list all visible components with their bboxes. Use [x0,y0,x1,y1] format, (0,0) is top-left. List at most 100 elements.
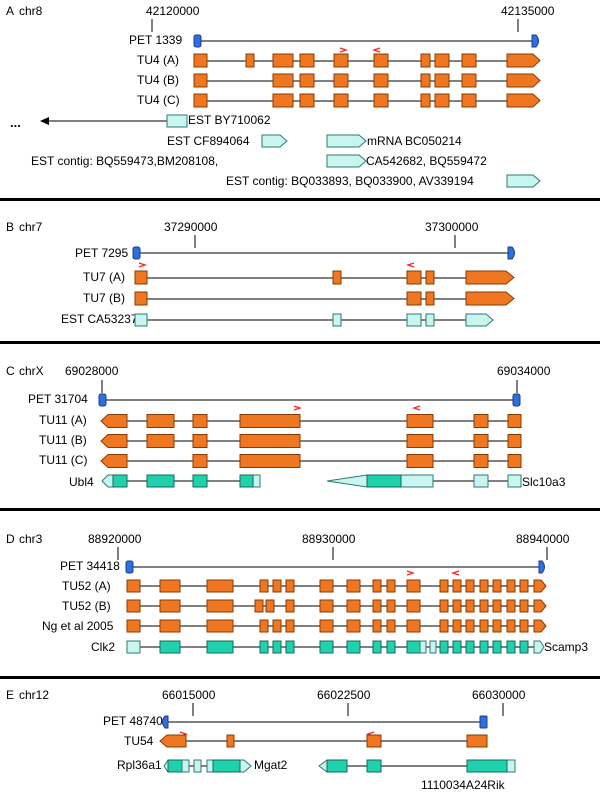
panel-letter: B [6,220,15,234]
track-label: TU11 (C) [39,453,88,467]
gene-track-1110034a24rik [318,759,516,773]
transcript-track [100,434,522,448]
panel-divider [0,508,600,511]
chromosome-label: chrX [19,364,44,378]
pet-track [125,560,545,574]
panel-e-tracks [159,703,516,773]
track-label: Ng et al 2005 [42,619,114,633]
est-track [134,313,494,327]
pet-track [98,393,521,407]
panel-d-tracks [117,547,548,654]
panel-c: C chrX 69028000 69034000 PET 31704 TU11 … [0,344,600,504]
est-block [326,134,367,148]
coordinate-label: 88920000 [88,532,142,546]
est-label: mRNA BC050214 [367,134,462,148]
chromosome-label: chr7 [19,220,43,234]
coordinate-label: 37300000 [425,220,479,234]
coordinate-label: 88940000 [516,532,570,546]
coordinate-label: 88930000 [302,532,356,546]
track-label: TU52 (B) [62,599,111,613]
coordinate-label: 37290000 [164,220,218,234]
est-label: CA542682, BQ559472 [366,154,487,168]
pet-label: PET 31704 [28,392,88,406]
est-label: EST CF894064 [167,134,250,148]
gene-label: Scamp3 [544,640,589,654]
transcript-track [193,73,541,88]
track-label: TU54 [124,734,154,748]
chromosome-label: chr12 [19,688,50,702]
est-label: EST contig: BQ033893, BQ033900, AV339194 [226,174,474,188]
track-label: TU11 (B) [39,433,87,447]
est-track [40,114,188,128]
transcript-track [193,53,541,68]
gene-track-rpl36a1 [163,759,252,773]
gene-label: 1110034A24Rik [421,778,505,792]
panel-divider [0,198,600,201]
coordinate-label: 69028000 [65,364,119,378]
est-block [326,154,367,168]
track-label: TU52 (A) [62,579,111,593]
transcript-track [126,619,547,633]
gene-label: Ubl4 [69,475,94,489]
panel-a-tracks [40,19,541,188]
est-block [261,134,288,148]
pet-label: PET 1339 [129,33,183,47]
coordinate-label: 42135000 [501,4,555,18]
coordinate-label: 42120000 [146,4,200,18]
transcript-track [159,734,488,748]
panel-b-tracks [132,235,515,327]
transcript-track [100,414,522,428]
transcript-track [126,599,547,613]
direction-arrow [450,570,460,576]
track-label: TU11 (A) [39,413,87,427]
transcript-track [193,93,541,108]
track-label: TU4 (B) [137,73,179,87]
gene-label: Clk2 [91,640,116,654]
pet-label: PET 34418 [60,559,120,573]
pet-track [132,246,515,260]
pet-label: PET 7295 [75,246,129,260]
gene-track-clk2 [126,640,545,654]
gene-track-ubl4 [101,474,261,488]
pet-label: PET 48740 [103,714,163,728]
panel-letter: C [6,364,15,378]
direction-arrow [339,47,349,53]
coordinate-label: 66015000 [162,688,216,702]
panel-divider [0,676,600,679]
coordinate-label: 66030000 [472,688,526,702]
pet-track [193,34,539,48]
transcript-track [126,579,547,593]
ellipsis-label: ... [10,115,21,130]
gene-track-slc10a3 [326,474,522,488]
panel-b: B chr7 37290000 37300000 PET 7295 TU7 (A… [0,201,600,340]
chromosome-label: chr8 [19,4,43,18]
pet-track [162,715,488,729]
direction-arrow [406,570,416,576]
transcript-track [134,270,515,285]
track-label: TU4 (C) [137,93,180,107]
gene-label: Slc10a3 [522,475,566,489]
transcript-track [134,291,515,306]
panel-letter: A [6,4,15,18]
panel-letter: D [6,532,15,546]
panel-d: D chr3 88920000 88930000 88940000 PET 34… [0,511,600,675]
panel-c-tracks [98,380,522,488]
gene-label: Rpl36a1 [117,758,162,772]
est-block [506,174,541,188]
coordinate-label: 69034000 [497,364,551,378]
direction-arrow [138,262,148,268]
track-label: TU4 (A) [137,53,179,67]
gene-label: Mgat2 [254,758,288,772]
chromosome-label: chr3 [19,532,43,546]
track-label: EST CA532373 [61,312,145,326]
panel-e: E chr12 66015000 66022500 66030000 PET 4… [0,679,600,800]
direction-arrow [293,405,303,411]
track-label: TU7 (B) [83,291,125,305]
coordinate-label: 66022500 [317,688,371,702]
panel-divider [0,341,600,344]
transcript-track [100,454,522,468]
panel-letter: E [6,688,15,702]
direction-arrow [405,262,415,268]
panel-a: A chr8 42120000 42135000 PET 1339 TU4 (A… [0,0,600,198]
